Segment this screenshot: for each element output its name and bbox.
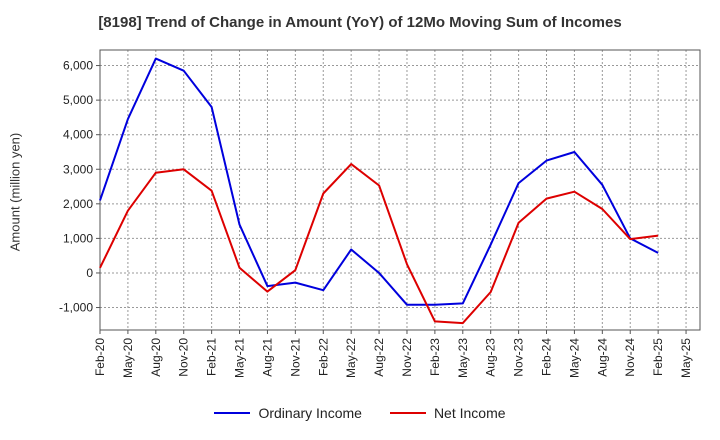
y-tick-label: 0 (86, 266, 93, 280)
x-tick-label: Nov-24 (623, 338, 637, 377)
x-tick-label: Aug-24 (595, 338, 609, 377)
x-tick-label: Feb-22 (316, 338, 330, 376)
series-line-net-income (99, 163, 659, 325)
legend: Ordinary Income Net Income (0, 405, 720, 421)
series-line-ordinary-income (99, 57, 659, 306)
legend-swatch-net-income (389, 412, 426, 414)
y-tick-label: -1,000 (59, 301, 93, 315)
x-tick-label: Feb-25 (651, 338, 665, 376)
y-tick-label: 4,000 (63, 128, 93, 142)
x-tick-label: May-21 (233, 338, 247, 378)
y-tick-label: 6,000 (63, 59, 93, 73)
series-layer (99, 57, 659, 325)
x-tick-label: Aug-22 (372, 338, 386, 377)
x-tick-label: May-23 (456, 338, 470, 378)
y-ticks-layer: -1,000 0 1,000 2,000 3,000 4,000 5,000 6,000 (59, 59, 100, 315)
y-tick-label: 3,000 (63, 162, 93, 176)
x-tick-label: Aug-20 (149, 338, 163, 377)
x-tick-label: Feb-21 (205, 338, 219, 376)
y-tick-label: 2,000 (63, 197, 93, 211)
x-tick-label: Nov-23 (512, 338, 526, 377)
x-tick-label: Nov-20 (177, 338, 191, 377)
x-tick-label: May-24 (567, 338, 581, 378)
x-tick-label: May-20 (121, 338, 135, 378)
legend-item-ordinary-income: Ordinary Income (214, 405, 362, 421)
x-tick-label: Aug-23 (484, 338, 498, 377)
chart-title: [8198] Trend of Change in Amount (YoY) o… (98, 14, 622, 31)
x-tick-label: Feb-24 (540, 338, 554, 376)
y-tick-label: 5,000 (63, 93, 93, 107)
x-tick-label: Feb-20 (93, 338, 107, 376)
y-tick-label: 1,000 (63, 231, 93, 245)
grid-layer (99, 50, 700, 330)
legend-label-ordinary-income: Ordinary Income (258, 405, 362, 421)
x-tick-label: Nov-22 (400, 338, 414, 377)
plot-frame (99, 49, 701, 331)
x-tick-label: Feb-23 (428, 338, 442, 376)
x-tick-label: May-22 (344, 338, 358, 378)
legend-item-net-income: Net Income (389, 405, 506, 421)
x-tick-label: May-25 (679, 338, 693, 378)
x-ticks-layer: Feb-20 May-20 Aug-20 Nov-20 Feb-21 May-21 Aug-… (93, 330, 693, 378)
x-tick-label: Nov-21 (288, 338, 302, 377)
x-tick-label: Aug-21 (260, 338, 274, 377)
legend-swatch-ordinary-income (214, 412, 251, 414)
legend-label-net-income: Net Income (433, 405, 506, 421)
